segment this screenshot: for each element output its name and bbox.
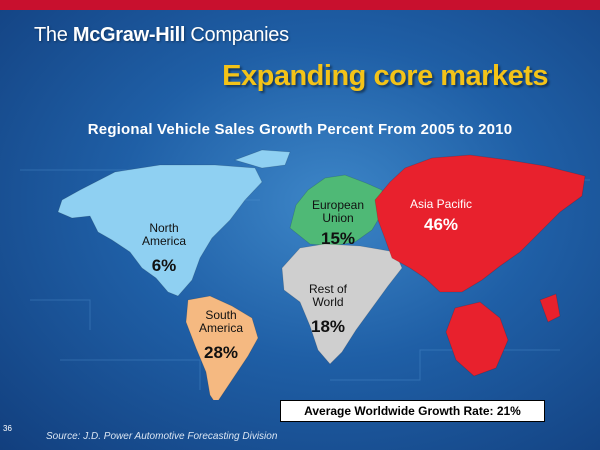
chart-title: Regional Vehicle Sales Growth Percent Fr… [87,121,513,138]
value-north-america: 6% [151,256,177,275]
region-north-america [57,149,291,297]
value-rest-of-world: 18% [310,317,346,336]
north-america-label-line2: America [141,234,186,248]
value-european-union: 15% [320,229,356,248]
top-accent-bar [0,0,600,10]
north-america-label-line1: North [149,221,179,235]
region-rest-of-world [281,243,403,365]
source-note: Source: J.D. Power Automotive Forecastin… [46,431,278,442]
company-logo: The McGraw-Hill Companies [34,24,289,47]
south-america-label-line2: America [198,321,243,335]
rest-of-world-label-line1: Rest of [308,282,347,296]
label-asia-pacific: Asia Pacific [409,197,473,211]
page-number: 36 [3,424,12,433]
label-south-america: South America [186,309,256,335]
european-union-label-line2: Union [322,211,354,225]
european-union-label-line1: European [311,198,365,212]
rest-of-world-label-line2: World [312,295,344,309]
average-growth-box: Average Worldwide Growth Rate: 21% [280,400,545,422]
brand-suffix: Companies [185,24,289,46]
label-european-union: European Union [306,199,370,225]
label-rest-of-world: Rest of World [296,283,360,309]
world-map [20,149,590,400]
label-north-america: North America [132,222,196,248]
brand-prefix: The [34,24,73,46]
region-asia-pacific [374,154,586,377]
south-america-label-line1: South [205,308,237,322]
value-asia-pacific: 46% [423,215,459,234]
region-south-america [185,295,259,400]
value-south-america: 28% [203,343,239,362]
brand-name: McGraw-Hill [72,24,186,46]
slide-title: Expanding core markets [222,60,548,92]
